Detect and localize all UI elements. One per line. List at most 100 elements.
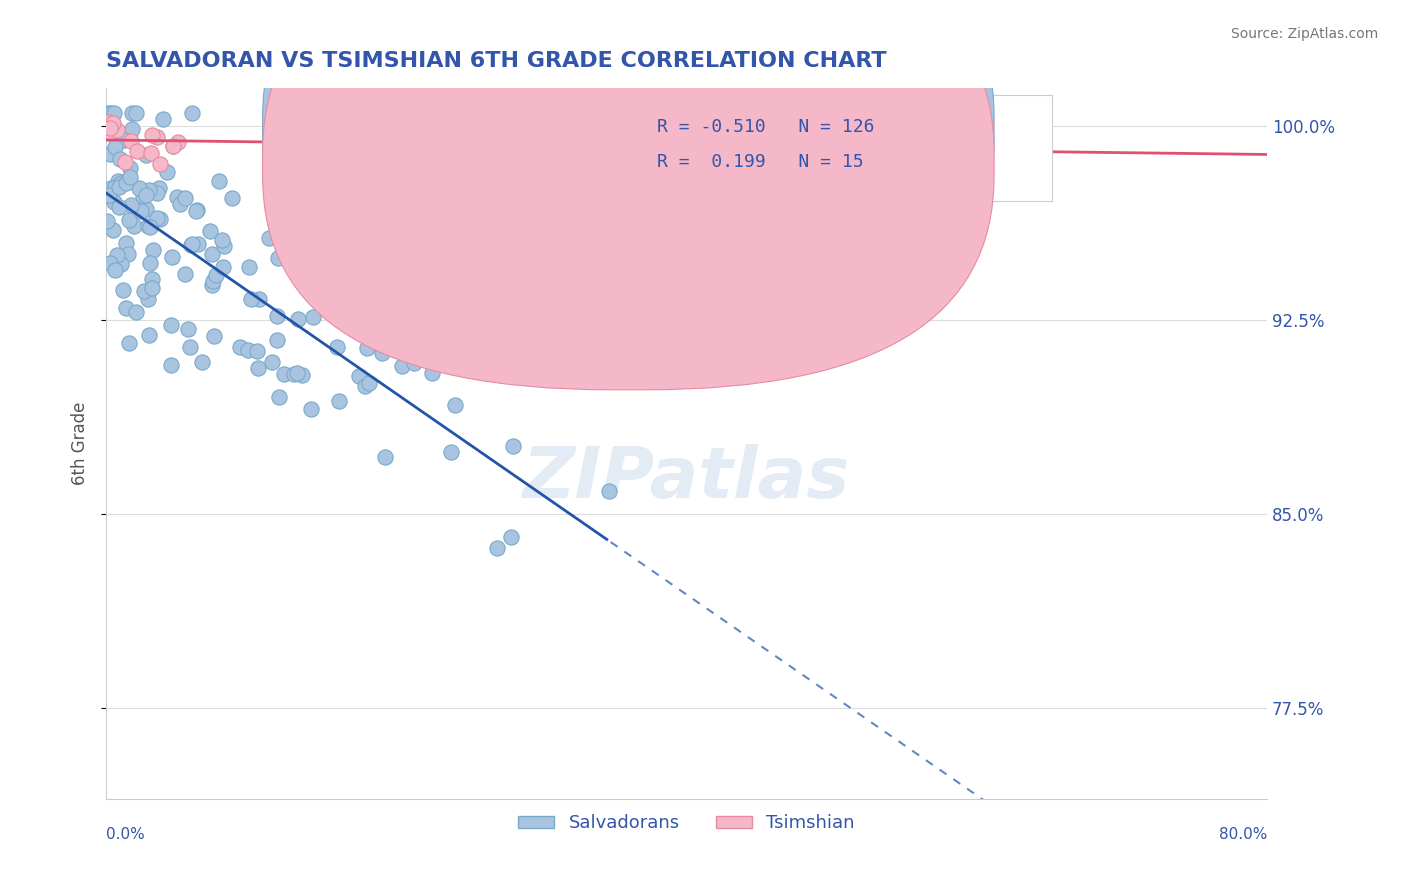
Salvadorans: [221, 191, 243, 205]
Salvadorans: [141, 281, 163, 295]
Salvadorans: [180, 238, 202, 252]
Salvadorans: [354, 379, 377, 393]
Salvadorans: [138, 183, 160, 197]
Text: R =  0.199   N = 15: R = 0.199 N = 15: [658, 153, 865, 171]
Salvadorans: [110, 176, 132, 190]
Salvadorans: [100, 106, 122, 120]
Salvadorans: [246, 344, 269, 359]
Salvadorans: [134, 284, 156, 298]
Salvadorans: [107, 174, 129, 188]
Salvadorans: [138, 220, 160, 235]
Salvadorans: [391, 359, 413, 373]
Salvadorans: [357, 376, 380, 391]
Tsimshian: [127, 144, 149, 158]
Tsimshian: [105, 123, 128, 137]
Salvadorans: [349, 369, 371, 384]
Salvadorans: [247, 292, 270, 306]
Salvadorans: [118, 335, 141, 350]
Salvadorans: [103, 195, 125, 210]
Salvadorans: [374, 450, 396, 465]
Tsimshian: [103, 116, 125, 130]
Salvadorans: [190, 354, 212, 368]
Text: ZIPatlas: ZIPatlas: [523, 444, 851, 513]
Tsimshian: [141, 128, 163, 142]
Salvadorans: [356, 341, 378, 355]
Salvadorans: [266, 309, 288, 323]
Salvadorans: [135, 188, 157, 202]
Salvadorans: [212, 239, 235, 253]
Salvadorans: [148, 181, 170, 195]
Salvadorans: [260, 355, 283, 369]
Salvadorans: [291, 368, 314, 382]
Salvadorans: [211, 233, 233, 247]
Salvadorans: [152, 112, 174, 126]
Salvadorans: [180, 236, 202, 251]
Tsimshian: [98, 115, 121, 129]
Salvadorans: [118, 169, 141, 184]
Salvadorans: [246, 360, 269, 375]
Text: 80.0%: 80.0%: [1219, 827, 1267, 842]
Salvadorans: [486, 541, 509, 556]
Salvadorans: [166, 190, 188, 204]
Salvadorans: [326, 340, 349, 354]
Salvadorans: [131, 189, 153, 203]
Tsimshian: [893, 140, 915, 154]
FancyBboxPatch shape: [588, 95, 1052, 202]
Tsimshian: [100, 121, 122, 136]
Salvadorans: [287, 312, 309, 326]
Salvadorans: [287, 106, 309, 120]
Salvadorans: [108, 153, 131, 167]
Tsimshian: [149, 157, 172, 171]
Salvadorans: [136, 292, 159, 306]
Salvadorans: [238, 343, 260, 358]
Salvadorans: [146, 211, 169, 226]
FancyBboxPatch shape: [263, 0, 994, 390]
Salvadorans: [266, 333, 288, 347]
Salvadorans: [105, 247, 128, 261]
Salvadorans: [108, 180, 131, 194]
Salvadorans: [502, 439, 524, 453]
Salvadorans: [125, 305, 148, 319]
Salvadorans: [501, 530, 523, 544]
Salvadorans: [299, 401, 322, 416]
Text: SALVADORAN VS TSIMSHIAN 6TH GRADE CORRELATION CHART: SALVADORAN VS TSIMSHIAN 6TH GRADE CORREL…: [105, 51, 887, 70]
Salvadorans: [371, 346, 394, 360]
Salvadorans: [259, 231, 281, 245]
Salvadorans: [125, 106, 148, 120]
Salvadorans: [162, 138, 184, 153]
Salvadorans: [110, 257, 132, 271]
Salvadorans: [121, 106, 143, 120]
Salvadorans: [181, 106, 204, 120]
Salvadorans: [186, 202, 208, 217]
Salvadorans: [135, 148, 157, 162]
Salvadorans: [117, 247, 139, 261]
Salvadorans: [97, 187, 120, 202]
Salvadorans: [285, 366, 308, 380]
Legend: Salvadorans, Tsimshian: Salvadorans, Tsimshian: [510, 807, 862, 839]
Text: R = -0.510   N = 126: R = -0.510 N = 126: [658, 118, 875, 136]
Salvadorans: [198, 224, 221, 238]
Salvadorans: [177, 322, 200, 336]
Salvadorans: [101, 223, 124, 237]
Text: Source: ZipAtlas.com: Source: ZipAtlas.com: [1230, 27, 1378, 41]
Salvadorans: [159, 318, 181, 332]
Salvadorans: [328, 394, 350, 409]
FancyBboxPatch shape: [263, 0, 994, 354]
Tsimshian: [166, 136, 188, 150]
Tsimshian: [97, 126, 120, 140]
Salvadorans: [128, 181, 150, 195]
Salvadorans: [156, 165, 179, 179]
Salvadorans: [139, 256, 162, 270]
Salvadorans: [136, 219, 159, 234]
Salvadorans: [108, 200, 131, 214]
Salvadorans: [239, 292, 262, 306]
Salvadorans: [160, 250, 183, 264]
Salvadorans: [104, 180, 127, 194]
Tsimshian: [114, 154, 136, 169]
Salvadorans: [122, 219, 145, 233]
Salvadorans: [187, 237, 209, 252]
Salvadorans: [115, 177, 138, 191]
Y-axis label: 6th Grade: 6th Grade: [72, 401, 89, 485]
Salvadorans: [112, 133, 135, 147]
Salvadorans: [174, 191, 197, 205]
